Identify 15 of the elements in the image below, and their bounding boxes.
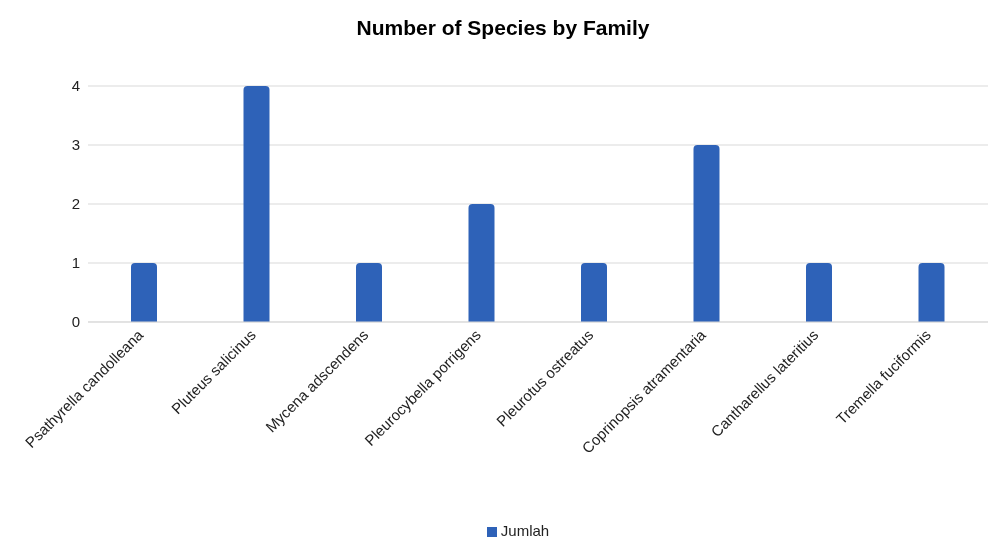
y-tick-label: 1 [71,254,80,272]
chart-title: Number of Species by Family [355,16,651,41]
bar [693,145,720,322]
y-tick-label: 0 [71,313,80,331]
bar [131,263,157,322]
legend-label: Jumlah [500,522,550,539]
bar [918,263,945,322]
bar [581,263,607,322]
bar [243,86,270,322]
bar [806,263,832,322]
y-tick-label: 3 [71,136,80,154]
y-tick-label: 2 [71,195,80,213]
bar [468,204,495,322]
y-tick-label: 4 [71,77,80,95]
bar [356,263,382,322]
